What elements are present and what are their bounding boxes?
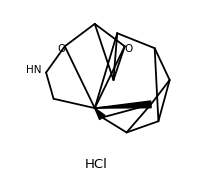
Polygon shape (95, 101, 151, 108)
Text: O: O (58, 44, 66, 54)
Polygon shape (95, 108, 105, 120)
Text: HCl: HCl (85, 158, 108, 171)
Text: HN: HN (26, 65, 42, 75)
Text: O: O (124, 44, 133, 54)
